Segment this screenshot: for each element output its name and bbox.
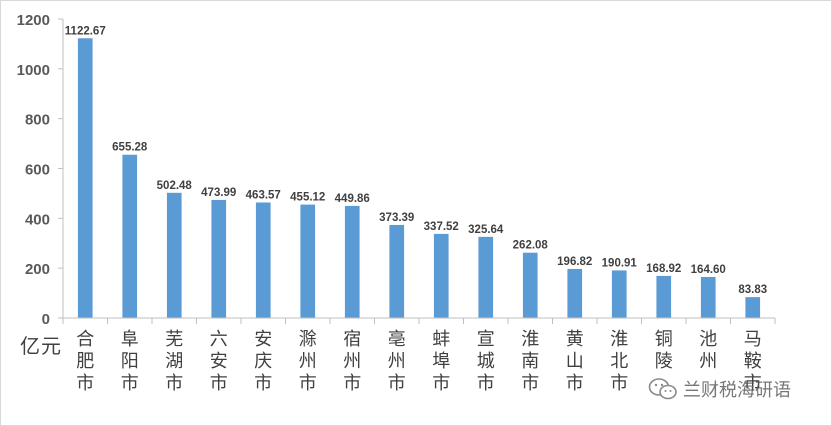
category-label: 六安市 (210, 329, 228, 394)
bar (567, 268, 583, 318)
bar (389, 224, 405, 318)
y-tick-label: 0 (42, 311, 50, 328)
category-label: 芜湖市 (165, 329, 183, 394)
y-tick-label: 200 (25, 261, 50, 278)
bar-value-label: 164.60 (691, 264, 726, 276)
bar (211, 199, 227, 318)
bar (166, 192, 182, 318)
bar-value-label: 449.86 (335, 193, 370, 205)
y-unit-label: 亿元 (20, 334, 62, 358)
category-label: 滁州市 (299, 329, 317, 394)
bar-value-label: 337.52 (424, 221, 459, 233)
bar (300, 204, 316, 318)
bar-value-label: 325.64 (468, 224, 504, 236)
axes (58, 18, 776, 324)
category-label: 淮南市 (521, 329, 539, 394)
bar-value-label: 473.99 (201, 187, 236, 199)
category-label: 淮北市 (610, 329, 628, 394)
watermark: 兰财税海研语 (648, 376, 791, 402)
y-tick-label: 600 (25, 162, 50, 179)
bar (122, 154, 138, 318)
bar (611, 270, 627, 318)
category-label: 安庆市 (254, 329, 272, 394)
watermark-text: 兰财税海研语 (683, 380, 791, 401)
bars (77, 38, 761, 318)
bar-value-label: 83.83 (738, 284, 767, 296)
y-tick-label: 1000 (17, 62, 50, 79)
bar-value-label: 655.28 (112, 142, 148, 154)
bar-value-label: 463.57 (246, 189, 281, 201)
category-label: 马鞍市 (744, 329, 762, 394)
category-label: 宿州市 (343, 329, 361, 394)
category-labels: 合肥市 阜阳市 芜湖市 六安市 安庆市 滁州市 宿州市 亳州市 蚌埠市 宣城市 淮南市 黄山市 淮北市 铜… (76, 329, 762, 394)
bar (433, 233, 449, 318)
category-label: 阜阳市 (121, 329, 139, 394)
category-label: 铜陵 (655, 329, 673, 372)
bar (656, 275, 672, 318)
value-labels: 1122.67 655.28 502.48 473.99 463.57 455.12 449… (65, 25, 767, 296)
category-label: 宣城市 (477, 329, 495, 394)
bar (745, 297, 761, 318)
bar-value-label: 262.08 (513, 240, 549, 252)
category-label: 蚌埠市 (432, 329, 450, 394)
y-tick-label: 800 (25, 112, 50, 129)
bar (77, 38, 93, 318)
bar-value-label: 190.91 (602, 257, 638, 269)
bar-value-label: 168.92 (646, 263, 681, 275)
bar (522, 252, 538, 318)
bar (478, 236, 494, 318)
category-label: 黄山市 (566, 329, 584, 394)
bar-value-label: 1122.67 (65, 25, 106, 37)
bar (700, 276, 716, 318)
y-axis-ticks: 0 200 400 600 800 1000 1200 (17, 12, 50, 328)
category-label: 亳州市 (388, 329, 406, 394)
bar-value-label: 455.12 (290, 192, 325, 204)
bar (344, 205, 360, 318)
bar-value-label: 196.82 (557, 256, 592, 268)
category-label: 合肥市 (76, 329, 94, 394)
bar-value-label: 502.48 (157, 180, 193, 192)
wechat-icon (648, 378, 677, 400)
bar-value-label: 373.39 (379, 212, 414, 224)
bar (255, 202, 271, 318)
y-tick-label: 1200 (17, 12, 50, 29)
y-tick-label: 400 (25, 211, 50, 228)
category-label: 池州 (699, 329, 717, 372)
